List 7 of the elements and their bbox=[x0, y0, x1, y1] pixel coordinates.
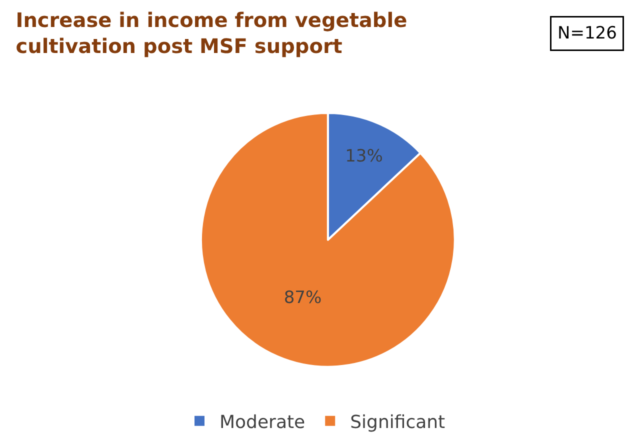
chart-title: Increase in income from vegetable cultivation post MSF support bbox=[16, 8, 408, 58]
legend-label: Significant bbox=[350, 412, 446, 433]
pie-slice bbox=[200, 112, 456, 368]
data-label: 87% bbox=[284, 288, 322, 308]
data-label: 13% bbox=[345, 146, 383, 167]
legend-label: Moderate bbox=[220, 412, 306, 433]
text: N=126 bbox=[558, 24, 617, 44]
